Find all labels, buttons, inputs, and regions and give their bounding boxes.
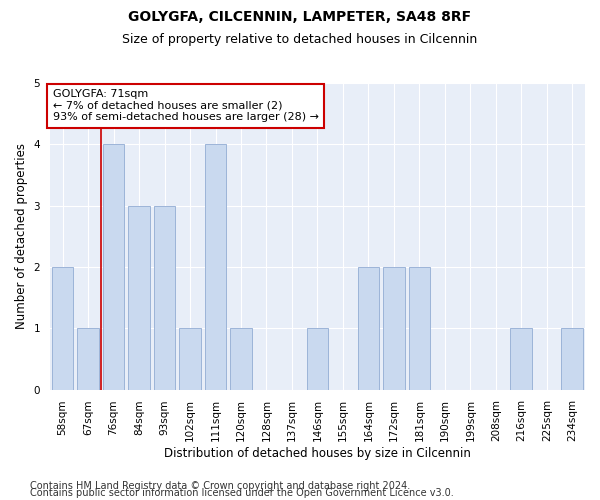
- Bar: [179, 328, 201, 390]
- Bar: [511, 328, 532, 390]
- Text: Contains public sector information licensed under the Open Government Licence v3: Contains public sector information licen…: [30, 488, 454, 498]
- Bar: [383, 267, 405, 390]
- Bar: [230, 328, 252, 390]
- Bar: [205, 144, 226, 390]
- Bar: [358, 267, 379, 390]
- Y-axis label: Number of detached properties: Number of detached properties: [15, 144, 28, 330]
- Bar: [562, 328, 583, 390]
- Bar: [307, 328, 328, 390]
- Text: Size of property relative to detached houses in Cilcennin: Size of property relative to detached ho…: [122, 32, 478, 46]
- Bar: [77, 328, 99, 390]
- Bar: [52, 267, 73, 390]
- Bar: [154, 206, 175, 390]
- Text: Contains HM Land Registry data © Crown copyright and database right 2024.: Contains HM Land Registry data © Crown c…: [30, 481, 410, 491]
- X-axis label: Distribution of detached houses by size in Cilcennin: Distribution of detached houses by size …: [164, 447, 471, 460]
- Text: GOLYGFA: 71sqm
← 7% of detached houses are smaller (2)
93% of semi-detached hous: GOLYGFA: 71sqm ← 7% of detached houses a…: [53, 89, 319, 122]
- Bar: [103, 144, 124, 390]
- Text: GOLYGFA, CILCENNIN, LAMPETER, SA48 8RF: GOLYGFA, CILCENNIN, LAMPETER, SA48 8RF: [128, 10, 472, 24]
- Bar: [128, 206, 150, 390]
- Bar: [409, 267, 430, 390]
